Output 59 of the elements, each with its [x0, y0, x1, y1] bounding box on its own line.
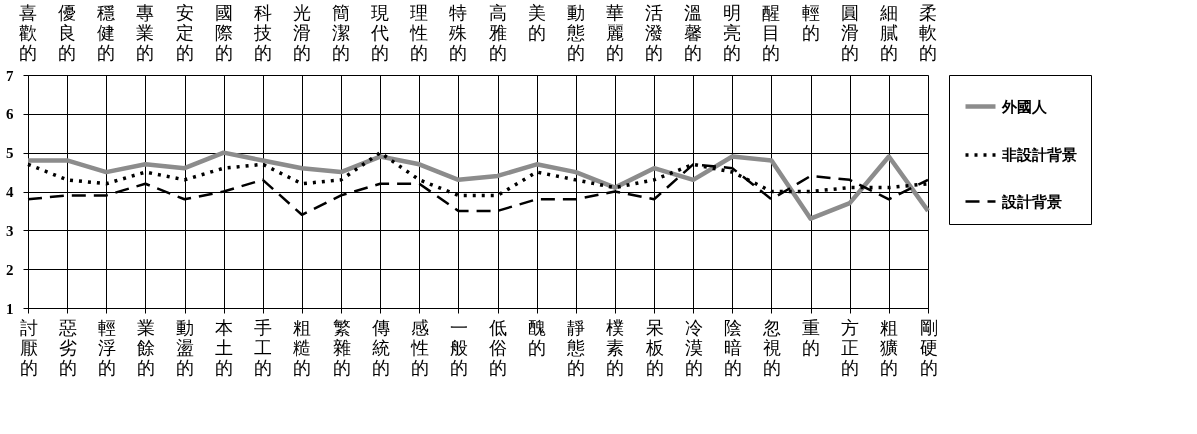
x-tick-label: 重的 — [802, 316, 821, 358]
y-tick-label: 5 — [6, 145, 14, 162]
x-tick-label: 低俗的 — [489, 316, 508, 378]
x-tick-label: 陰暗的 — [723, 316, 742, 378]
text: 特殊的 — [449, 2, 468, 63]
text: 細膩的 — [878, 2, 898, 63]
x-tick-label: 一般的 — [449, 316, 468, 378]
x-tick-label: 冷漠的 — [684, 316, 703, 378]
text: 安定的 — [175, 2, 194, 63]
text: 簡潔的 — [332, 2, 351, 63]
x-tick-label: 呆板的 — [644, 316, 664, 378]
y-tick-label: 6 — [6, 106, 14, 123]
text: 美的 — [527, 2, 546, 43]
text: 明亮的 — [723, 2, 742, 63]
x-tick-label: 繁雜的 — [332, 316, 351, 378]
text: 圓滑的 — [840, 2, 859, 63]
y-tick-label: 4 — [6, 184, 14, 200]
x-tick-label: 惡劣的 — [57, 316, 77, 378]
text: 穩健的 — [97, 2, 116, 63]
legend-label: 非設計背景 — [1001, 146, 1077, 164]
legend-label: 設計背景 — [1001, 192, 1062, 211]
text: 輕的 — [801, 2, 820, 43]
x-tick-label: 本土的 — [215, 316, 234, 378]
x-tick-label: 剛硬的 — [919, 316, 938, 378]
x-tick-label: 傳統的 — [370, 316, 390, 378]
y-tick-label: 2 — [6, 261, 14, 278]
x-tick-label: 討厭的 — [19, 316, 38, 378]
text: 國際的 — [214, 2, 233, 63]
x-tick-label: 粗獷的 — [880, 316, 899, 378]
x-tick-label: 醜的 — [528, 316, 547, 358]
y-tick-label: 1 — [6, 300, 14, 317]
legend-label: 外國人 — [1001, 97, 1048, 116]
x-tick-label: 方正的 — [841, 316, 860, 378]
x-tick-label: 輕浮的 — [97, 316, 116, 378]
text: 華麗的 — [605, 2, 624, 63]
y-tick-label: 3 — [6, 222, 14, 239]
text: 醒目的 — [762, 2, 781, 63]
x-tick-label: 手工的 — [254, 316, 273, 378]
x-tick-label: 忽視的 — [761, 316, 781, 378]
text: 科技的 — [252, 2, 272, 63]
x-tick-label: 樸素的 — [606, 316, 625, 378]
text: 專業的 — [136, 2, 155, 63]
text: 光滑的 — [292, 2, 311, 63]
text: 活潑的 — [645, 2, 664, 63]
x-tick-label: 靜態的 — [566, 316, 586, 378]
text: 高雅的 — [488, 2, 507, 63]
x-tick-label: 業餘的 — [136, 316, 155, 378]
x-tick-label: 粗糙的 — [293, 316, 312, 378]
text: 喜歡的 — [19, 2, 37, 63]
x-tick-label: 動盪的 — [176, 316, 195, 378]
text: 柔軟的 — [919, 2, 937, 63]
text: 優良的 — [58, 2, 77, 63]
text: 現代的 — [370, 2, 390, 63]
y-tick-label: 7 — [6, 67, 14, 84]
x-tick-label: 感性的 — [409, 316, 429, 378]
line-series — [25, 150, 931, 221]
text: 理性的 — [409, 2, 429, 63]
text: 溫馨的 — [684, 2, 703, 63]
text: 動態的 — [565, 2, 585, 63]
